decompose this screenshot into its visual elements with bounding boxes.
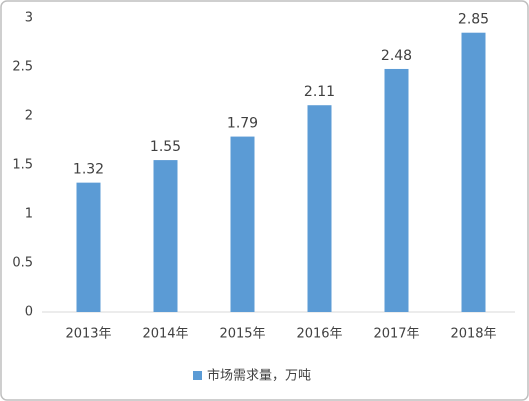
x-tick-label: 2017年 [373, 327, 419, 342]
x-tick-label: 2016年 [296, 327, 342, 342]
data-label: 2.48 [381, 48, 412, 64]
legend-swatch [193, 371, 202, 380]
bar [153, 160, 178, 312]
y-tick-label: 2.5 [12, 60, 33, 75]
x-tick-label: 2015年 [219, 327, 265, 342]
data-label: 1.79 [227, 116, 258, 132]
bar [307, 105, 332, 312]
bar [384, 68, 409, 313]
y-tick-label: 0 [25, 305, 33, 320]
data-label: 2.11 [304, 84, 335, 100]
data-label: 2.85 [458, 12, 489, 28]
x-tick-label: 2018年 [450, 327, 496, 342]
y-tick-label: 2 [25, 109, 33, 124]
x-tick-label: 2013年 [65, 327, 111, 342]
y-tick-label: 1.5 [12, 158, 33, 173]
x-tick-label: 2014年 [142, 327, 188, 342]
y-tick-label: 1 [25, 207, 33, 222]
bar [230, 136, 255, 312]
data-label: 1.55 [150, 139, 181, 155]
y-tick-label: 0.5 [12, 256, 33, 271]
bar [461, 32, 486, 312]
bar [76, 182, 101, 312]
y-tick-label: 3 [25, 11, 33, 26]
data-label: 1.32 [73, 162, 104, 178]
legend-label: 市场需求量，万吨 [207, 368, 311, 384]
